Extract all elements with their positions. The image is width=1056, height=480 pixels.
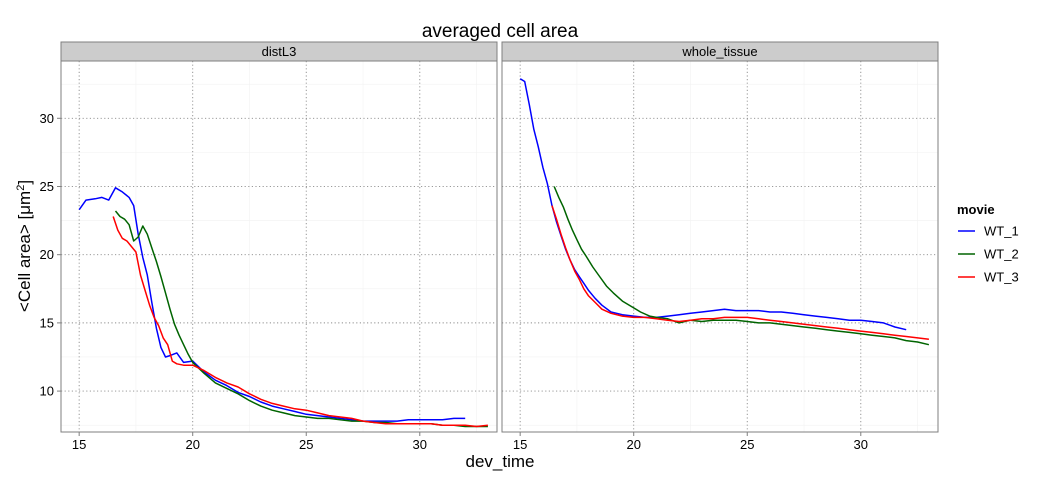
series-line-whole-tissue-wt-3 [551,205,929,341]
x-tick-label: 30 [413,437,427,452]
chart-title: averaged cell area [422,21,579,42]
series-line-distL3-wt-2 [114,210,488,428]
y-tick-label: 20 [40,247,54,262]
x-tick-label: 20 [185,437,199,452]
series-group-distL3 [78,187,488,428]
y-axis-title-sup: 2 [15,185,27,191]
x-tick-label: 25 [299,437,313,452]
panel-border-whole-tissue [501,60,939,433]
y-axis-title-main: <Cell area> [μm [15,191,34,312]
series-line-whole-tissue-wt-2 [553,186,930,346]
legend-label-wt-2: WT_2 [984,247,1019,262]
y-tick-label: 30 [40,111,54,126]
panel-distL3: distL3 15 20 25 30 [60,41,498,452]
series-line-distL3-wt-1 [78,187,466,422]
x-tick-label: 25 [740,437,754,452]
x-tick-label: 15 [72,437,86,452]
legend-label-wt-3: WT_3 [984,270,1019,285]
series-group-whole-tissue [519,78,930,346]
series-line-distL3-wt-3 [112,216,488,428]
facet-strip-label-distL3: distL3 [262,44,297,59]
x-tick-label: 30 [854,437,868,452]
y-axis-title-close: ] [15,180,34,185]
panels-layer: distL3 15 20 25 30 whole_tissue 15 20 25 30 10 15 20… [40,41,939,452]
series-line-whole-tissue-wt-1 [519,78,907,331]
y-axis-title: <Cell area> [μm2] [15,180,34,312]
legend-title: movie [957,202,995,217]
y-tick-label: 10 [40,384,54,399]
legend-label-wt-1: WT_1 [984,224,1019,239]
y-tick-label: 25 [40,179,54,194]
panel-border-distL3 [60,60,498,433]
x-axis-title: dev_time [466,452,535,471]
y-tick-label: 15 [40,315,54,330]
panel-whole-tissue: whole_tissue 15 20 25 30 [501,41,939,452]
x-tick-label: 20 [626,437,640,452]
x-tick-label: 15 [513,437,527,452]
facet-strip-label-whole-tissue: whole_tissue [681,44,757,59]
legend: movie WT_1 WT_2 WT_3 [956,202,1019,287]
